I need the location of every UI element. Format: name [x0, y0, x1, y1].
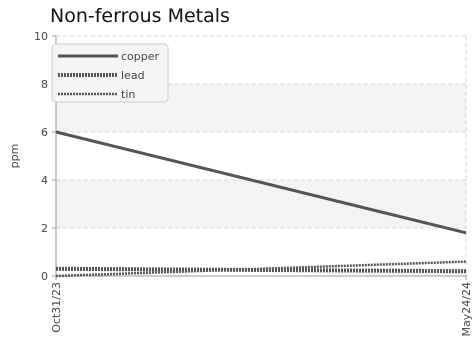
y-tick-label: 10 — [34, 30, 48, 43]
y-tick-label: 6 — [41, 126, 48, 139]
plot-band — [56, 180, 466, 228]
series-line-copper — [55, 130, 467, 235]
x-tick-label: Oct31/23 — [50, 282, 63, 333]
x-tick-label: May24/24 — [460, 282, 473, 336]
series-lines — [55, 130, 467, 278]
x-ticks: Oct31/23 May24/24 — [50, 276, 473, 336]
y-axis-label: ppm — [8, 144, 21, 169]
plot-bands — [56, 84, 466, 228]
chart-title: Non-ferrous Metals — [50, 5, 230, 27]
y-tick-label: 4 — [41, 174, 48, 187]
y-tick-label: 8 — [41, 78, 48, 91]
legend: copper lead tin — [51, 43, 169, 103]
y-tick-label: 0 — [41, 270, 48, 283]
series-line-tin — [55, 260, 467, 278]
y-tick-label: 2 — [41, 222, 48, 235]
legend-label: copper — [121, 50, 160, 63]
y-ticks: 0 2 4 6 8 10 — [34, 30, 56, 283]
legend-label: lead — [121, 69, 145, 82]
legend-label: tin — [121, 88, 135, 101]
